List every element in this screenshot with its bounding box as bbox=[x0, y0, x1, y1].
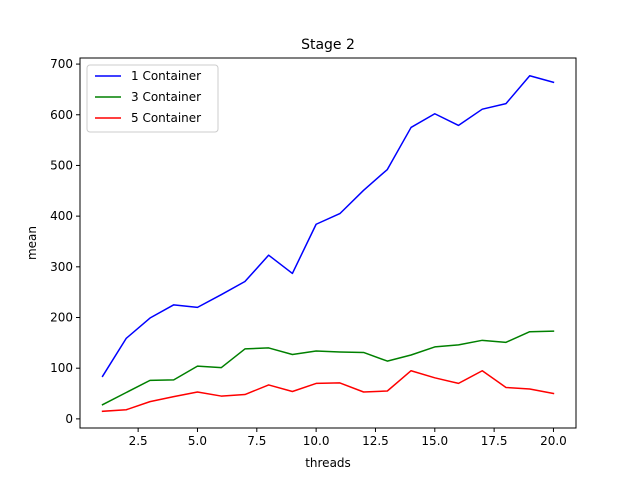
legend-label-2: 3 Container bbox=[131, 90, 201, 104]
x-tick-label: 5.0 bbox=[188, 434, 207, 448]
x-tick-label: 17.5 bbox=[481, 434, 508, 448]
y-tick-label: 200 bbox=[50, 311, 73, 325]
series-line-3 bbox=[101, 369, 555, 413]
x-tick-label: 2.5 bbox=[129, 434, 148, 448]
legend-label-1: 1 Container bbox=[131, 69, 201, 83]
y-tick-label: 300 bbox=[50, 260, 73, 274]
y-axis-label: mean bbox=[25, 226, 39, 260]
legend: 1 Container 3 Container 5 Container bbox=[86, 64, 219, 133]
series-line-2 bbox=[101, 330, 555, 406]
y-axis-ticks: 0 100 200 300 400 500 600 700 bbox=[50, 57, 80, 426]
legend-box bbox=[86, 64, 219, 133]
y-tick-label: 700 bbox=[50, 57, 73, 71]
y-tick-label: 500 bbox=[50, 158, 73, 172]
x-tick-label: 20.0 bbox=[540, 434, 567, 448]
y-tick-label: 0 bbox=[65, 412, 73, 426]
series-line-1 bbox=[101, 74, 555, 378]
x-tick-label: 10.0 bbox=[303, 434, 330, 448]
x-tick-label: 7.5 bbox=[247, 434, 266, 448]
series-lines bbox=[101, 74, 555, 413]
x-axis-label: threads bbox=[305, 456, 351, 470]
chart-title: Stage 2 bbox=[301, 37, 355, 53]
x-tick-label: 12.5 bbox=[362, 434, 389, 448]
y-tick-label: 600 bbox=[50, 108, 73, 122]
x-axis-ticks: 2.5 5.0 7.5 10.0 12.5 15.0 17.5 20.0 bbox=[129, 428, 567, 448]
y-tick-label: 400 bbox=[50, 209, 73, 223]
legend-label-3: 5 Container bbox=[131, 111, 201, 125]
plot-frame bbox=[79, 57, 577, 429]
x-tick-label: 15.0 bbox=[421, 434, 448, 448]
y-tick-label: 100 bbox=[50, 361, 73, 375]
